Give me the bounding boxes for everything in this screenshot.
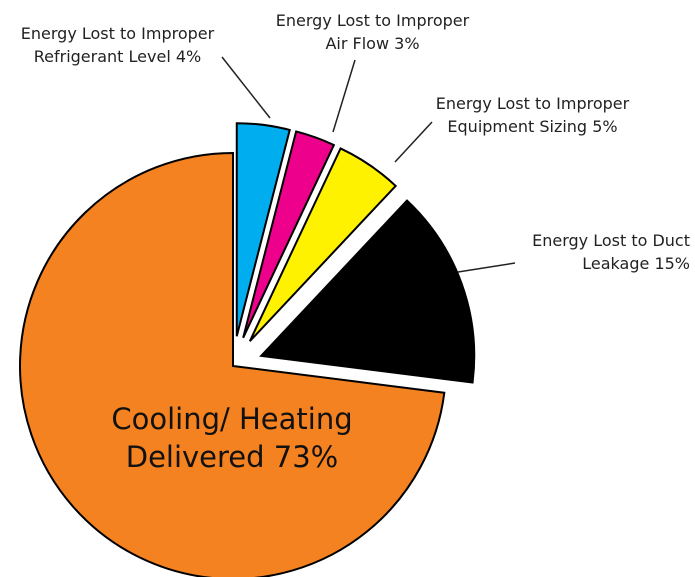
pie-slice [259, 199, 476, 384]
leader-line [457, 262, 516, 273]
value-label: 15% [654, 254, 690, 273]
pie-slice [242, 130, 336, 339]
slice-label: Energy Lost to Duct Leakage 15% [478, 229, 690, 275]
pie-slice [235, 122, 291, 337]
category-label: Energy Lost to Improper Air Flow [275, 11, 470, 53]
leader-lines [221, 56, 516, 273]
value-label: 3% [394, 34, 420, 53]
slice-label: Cooling/ Heating Delivered 73% [97, 400, 367, 476]
slice-label: Energy Lost to Improper Equipment Sizing… [430, 92, 635, 138]
leader-line [332, 59, 356, 133]
leader-line [394, 121, 433, 163]
value-label: 4% [175, 47, 202, 66]
category-label: Energy Lost to Improper Refrigerant Leve… [20, 24, 215, 66]
pie-slice [248, 147, 398, 342]
category-label: Cooling/ Heating Delivered [111, 402, 353, 474]
leader-line [221, 56, 271, 119]
category-label: Energy Lost to Duct Leakage [532, 231, 690, 273]
pie-slice [19, 151, 446, 577]
category-label: Energy Lost to Improper Equipment Sizing [435, 94, 630, 136]
slice-label: Energy Lost to Improper Refrigerant Leve… [15, 22, 220, 68]
value-label: 5% [592, 117, 618, 136]
value-label: 73% [273, 440, 339, 474]
slice-label: Energy Lost to Improper Air Flow 3% [270, 9, 475, 55]
